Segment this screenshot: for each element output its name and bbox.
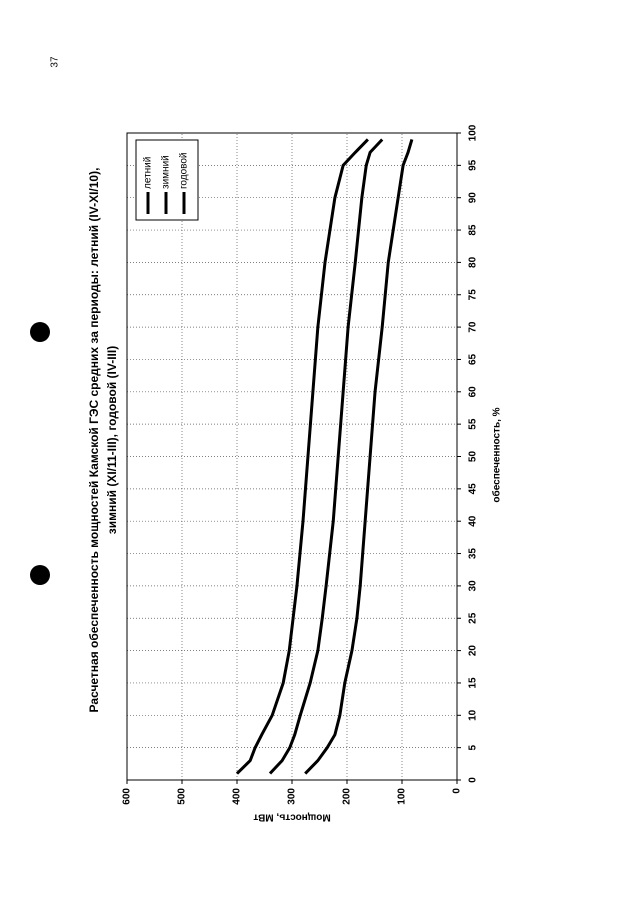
x-tick-label: 50 [468, 451, 479, 463]
chart-title: Расчетная обеспеченность мощностей Камск… [87, 168, 101, 713]
legend-label: годовой [179, 152, 190, 189]
y-tick-label: 600 [122, 788, 133, 805]
punch-hole [30, 322, 50, 342]
y-axis-label: Мощность, МВт [253, 811, 330, 822]
x-tick-label: 10 [468, 709, 479, 721]
chart-subtitle: зимний (XI/11-III), годовой (IV-III) [105, 346, 119, 534]
punch-hole [30, 565, 50, 585]
legend-label: летний [143, 157, 154, 189]
x-tick-label: 55 [468, 418, 479, 430]
x-tick-label: 0 [468, 777, 479, 783]
y-tick-label: 500 [177, 788, 188, 805]
y-tick-label: 200 [342, 788, 353, 805]
x-tick-label: 95 [468, 159, 479, 171]
x-tick-label: 65 [468, 353, 479, 365]
x-axis-label: обеспеченность, % [491, 407, 503, 502]
chart: 37 Расчетная обеспеченность мощностей Ка… [50, 56, 503, 822]
plot-frame [126, 132, 458, 781]
series-line [235, 138, 369, 775]
series-line [304, 139, 414, 775]
x-tick-label: 20 [468, 645, 479, 657]
x-tick-label: 80 [468, 256, 479, 268]
x-tick-label: 60 [468, 386, 479, 398]
x-tick-label: 45 [468, 483, 479, 495]
x-tick-label: 70 [468, 321, 479, 333]
x-tick-label: 5 [468, 744, 479, 750]
x-tick-label: 40 [468, 515, 479, 527]
x-tick-label: 30 [468, 580, 479, 592]
x-tick-label: 25 [468, 612, 479, 624]
x-tick-label: 15 [468, 677, 479, 689]
y-tick-label: 0 [452, 788, 463, 794]
x-tick-label: 100 [468, 124, 479, 141]
x-tick-label: 90 [468, 192, 479, 204]
y-tick-label: 300 [287, 788, 298, 805]
x-tick-label: 85 [468, 224, 479, 236]
x-tick-label: 35 [468, 548, 479, 560]
legend-label: зимний [161, 155, 172, 189]
x-tick-label: 75 [468, 289, 479, 301]
y-tick-label: 400 [232, 788, 243, 805]
page-number: 37 [50, 56, 61, 68]
y-tick-label: 100 [397, 788, 408, 805]
series-line [268, 138, 384, 775]
